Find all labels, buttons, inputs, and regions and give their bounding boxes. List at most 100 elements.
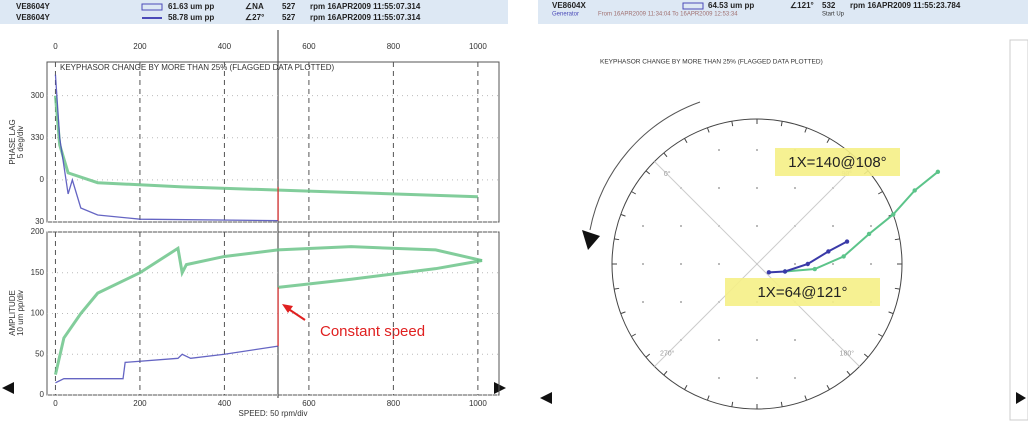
- angle-label: 0°: [664, 170, 671, 178]
- grid-dot: [870, 263, 872, 265]
- angle-label: 180°: [840, 350, 855, 358]
- y-tick-label: 150: [31, 268, 45, 277]
- polar-point: [912, 188, 917, 193]
- polar-tick: [645, 353, 651, 358]
- x-tick-label: 0: [53, 399, 58, 408]
- polar-point: [782, 269, 788, 274]
- grid-dot: [718, 339, 720, 341]
- polar-tick: [731, 121, 734, 127]
- y-axis-units: 5 deg/div: [16, 126, 25, 158]
- polar-line: [784, 171, 939, 273]
- legend-symbol: [682, 2, 704, 10]
- polar-line: [768, 240, 848, 274]
- polar-tick: [631, 333, 637, 337]
- series-line: [54, 74, 279, 222]
- y-axis-label: PHASE LAG: [8, 119, 17, 164]
- y-axis-units: 10 um pp/div: [16, 290, 25, 336]
- rotation-arc: [589, 101, 701, 231]
- x-tick-label: 1000: [469, 399, 487, 408]
- angle-line: [654, 161, 758, 265]
- phase: ∠NA: [245, 2, 264, 11]
- polar-tick: [826, 138, 830, 144]
- x-tick-label: 800: [387, 399, 401, 408]
- polar-tick: [645, 170, 651, 175]
- callout: 1X=140@108°: [788, 154, 886, 171]
- polar-tick: [877, 191, 883, 195]
- scroll-left[interactable]: [2, 382, 14, 394]
- scroll-right[interactable]: [494, 382, 506, 394]
- grid-dot: [832, 263, 834, 265]
- polar-tick: [863, 353, 869, 358]
- y-tick-label: 50: [35, 349, 44, 358]
- series-line: [53, 95, 478, 199]
- polar-point: [844, 239, 850, 244]
- grid-dot: [642, 263, 644, 265]
- grid-dot: [794, 187, 796, 189]
- right-header-bg: [538, 0, 1028, 24]
- phase: ∠121°: [790, 1, 814, 10]
- grid-dot: [642, 225, 644, 227]
- amplitude: 64.53 um pp: [708, 1, 754, 10]
- grid-dot: [718, 377, 720, 379]
- rpm: 527: [282, 2, 296, 11]
- rpm: 527: [282, 13, 296, 22]
- probe-name: VE8604X: [552, 1, 586, 10]
- polar-tick: [780, 401, 783, 407]
- callout-box: [775, 148, 900, 176]
- timestamp: rpm 16APR2009 11:55:23.784: [850, 1, 961, 10]
- left-header-bg: [0, 0, 508, 24]
- angle-line: [756, 161, 860, 265]
- polar-point: [805, 261, 810, 267]
- machine-state: Start Up: [822, 12, 845, 18]
- grid-dot: [870, 225, 872, 227]
- grid-dot: [756, 187, 758, 189]
- next-panel: [1009, 39, 1028, 421]
- x-tick-label: 200: [133, 399, 147, 408]
- bode-note: KEYPHASOR CHANGE BY MORE THAN 25% (FLAGG…: [60, 63, 334, 72]
- y-tick-label: 0: [40, 175, 45, 184]
- polar-point: [935, 169, 941, 175]
- y-axis-label: AMPLITUDE: [8, 290, 17, 336]
- polar-tick: [663, 370, 668, 376]
- grid-dot: [680, 263, 682, 265]
- x-tick-label: 1000: [469, 42, 487, 51]
- series-line: [277, 259, 483, 289]
- callout: 1X=64@121°: [757, 284, 847, 301]
- polar-point: [812, 266, 817, 272]
- polar-tick: [780, 121, 783, 127]
- x-tick-label: 200: [133, 42, 147, 51]
- grid-dot: [756, 149, 758, 151]
- annotation: Constant speed: [320, 323, 425, 340]
- phase: ∠27°: [245, 13, 264, 22]
- x-tick-label: 600: [302, 42, 316, 51]
- plot-frame: [46, 61, 500, 223]
- polar-tick: [620, 311, 626, 315]
- grid-dot: [756, 377, 758, 379]
- x-tick-label: 400: [218, 42, 232, 51]
- x-tick-label: 0: [53, 42, 58, 51]
- polar-tick: [804, 395, 808, 401]
- grid-dot: [794, 377, 796, 379]
- polar-tick: [706, 127, 710, 133]
- y-tick-label: 100: [31, 309, 45, 318]
- x-tick-label: 400: [218, 399, 232, 408]
- grid-dot: [642, 301, 644, 303]
- rpm: 532: [822, 1, 836, 10]
- grid-dot: [718, 187, 720, 189]
- polar-point: [766, 270, 772, 275]
- timestamp: rpm 16APR2009 11:55:07.314: [310, 13, 421, 22]
- scroll-right[interactable]: [1016, 392, 1026, 404]
- probe-name: VE8604Y: [16, 2, 50, 11]
- scroll-left[interactable]: [540, 392, 552, 404]
- polar-tick: [731, 401, 734, 407]
- polar-tick: [877, 333, 883, 337]
- amplitude: 58.78 um pp: [168, 13, 214, 22]
- timestamp: rpm 16APR2009 11:55:07.314: [310, 2, 421, 11]
- polar-note: KEYPHASOR CHANGE BY MORE THAN 25% (FLAGG…: [600, 59, 823, 66]
- series-line: [55, 345, 279, 384]
- polar-tick: [888, 311, 894, 315]
- polar-tick: [663, 152, 668, 158]
- polar-tick: [706, 395, 710, 401]
- x-tick-label: 800: [387, 42, 401, 51]
